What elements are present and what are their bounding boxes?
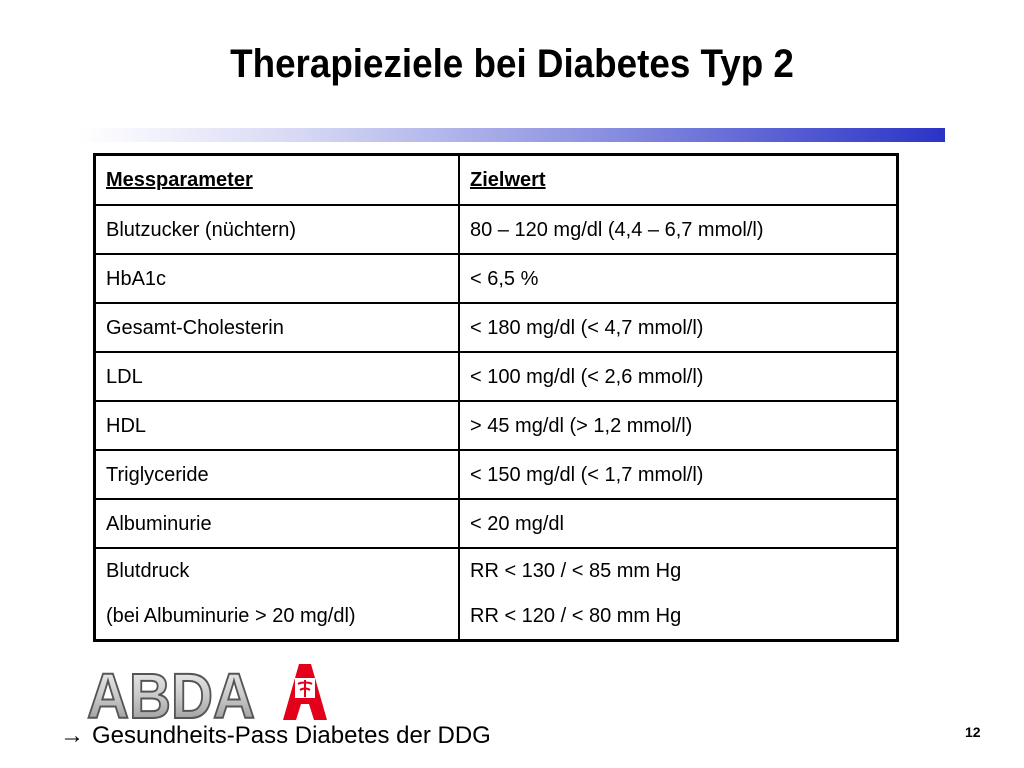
param-cell: Gesamt-Cholesterin	[93, 302, 460, 353]
source-note-text: Gesundheits-Pass Diabetes der DDG	[92, 722, 491, 749]
value-line: RR < 120 / < 80 mm Hg	[470, 605, 682, 627]
value-cell: < 20 mg/dl	[458, 498, 899, 549]
table-row: HbA1c < 6,5 %	[93, 253, 899, 304]
apotheke-a-logo-icon	[283, 664, 327, 720]
header-zielwert: Zielwert	[458, 153, 899, 206]
title-divider	[80, 128, 945, 142]
table-row: HDL > 45 mg/dl (> 1,2 mmol/l)	[93, 400, 899, 451]
table-header-row: Messparameter Zielwert	[93, 153, 899, 206]
param-cell: Blutzucker (nüchtern)	[93, 204, 460, 255]
table-row: Triglyceride < 150 mg/dl (< 1,7 mmol/l)	[93, 449, 899, 500]
table-row-blood-pressure: Blutdruck (bei Albuminurie > 20 mg/dl) R…	[93, 547, 899, 642]
page-number: 12	[965, 724, 981, 740]
param-cell: LDL	[93, 351, 460, 402]
param-cell: Albuminurie	[93, 498, 460, 549]
value-cell: < 180 mg/dl (< 4,7 mmol/l)	[458, 302, 899, 353]
value-cell: < 6,5 %	[458, 253, 899, 304]
value-cell: < 150 mg/dl (< 1,7 mmol/l)	[458, 449, 899, 500]
param-line: (bei Albuminurie > 20 mg/dl)	[106, 605, 356, 627]
abda-logo: ABDA	[86, 659, 327, 733]
value-cell: < 100 mg/dl (< 2,6 mmol/l)	[458, 351, 899, 402]
table-row: Gesamt-Cholesterin < 180 mg/dl (< 4,7 mm…	[93, 302, 899, 353]
param-cell: Triglyceride	[93, 449, 460, 500]
therapy-goals-table: Messparameter Zielwert Blutzucker (nücht…	[93, 153, 899, 642]
header-messparameter: Messparameter	[93, 153, 460, 206]
value-cell: RR < 130 / < 85 mm Hg RR < 120 / < 80 mm…	[458, 547, 899, 642]
abda-logo-graphic: ABDA	[86, 659, 327, 733]
param-cell: HbA1c	[93, 253, 460, 304]
value-cell: 80 – 120 mg/dl (4,4 – 6,7 mmol/l)	[458, 204, 899, 255]
table-row: Albuminurie < 20 mg/dl	[93, 498, 899, 549]
source-note: → Gesundheits-Pass Diabetes der DDG	[60, 722, 491, 750]
abda-logo-text: ABDA	[87, 660, 255, 722]
param-line: Blutdruck	[106, 560, 190, 582]
table-row: Blutzucker (nüchtern) 80 – 120 mg/dl (4,…	[93, 204, 899, 255]
table-row: LDL < 100 mg/dl (< 2,6 mmol/l)	[93, 351, 899, 402]
value-cell: > 45 mg/dl (> 1,2 mmol/l)	[458, 400, 899, 451]
param-cell: Blutdruck (bei Albuminurie > 20 mg/dl)	[93, 547, 460, 642]
arrow-right-icon: →	[60, 722, 84, 749]
slide-title: Therapieziele bei Diabetes Typ 2	[230, 42, 794, 86]
param-cell: HDL	[93, 400, 460, 451]
value-line: RR < 130 / < 85 mm Hg	[470, 560, 682, 582]
